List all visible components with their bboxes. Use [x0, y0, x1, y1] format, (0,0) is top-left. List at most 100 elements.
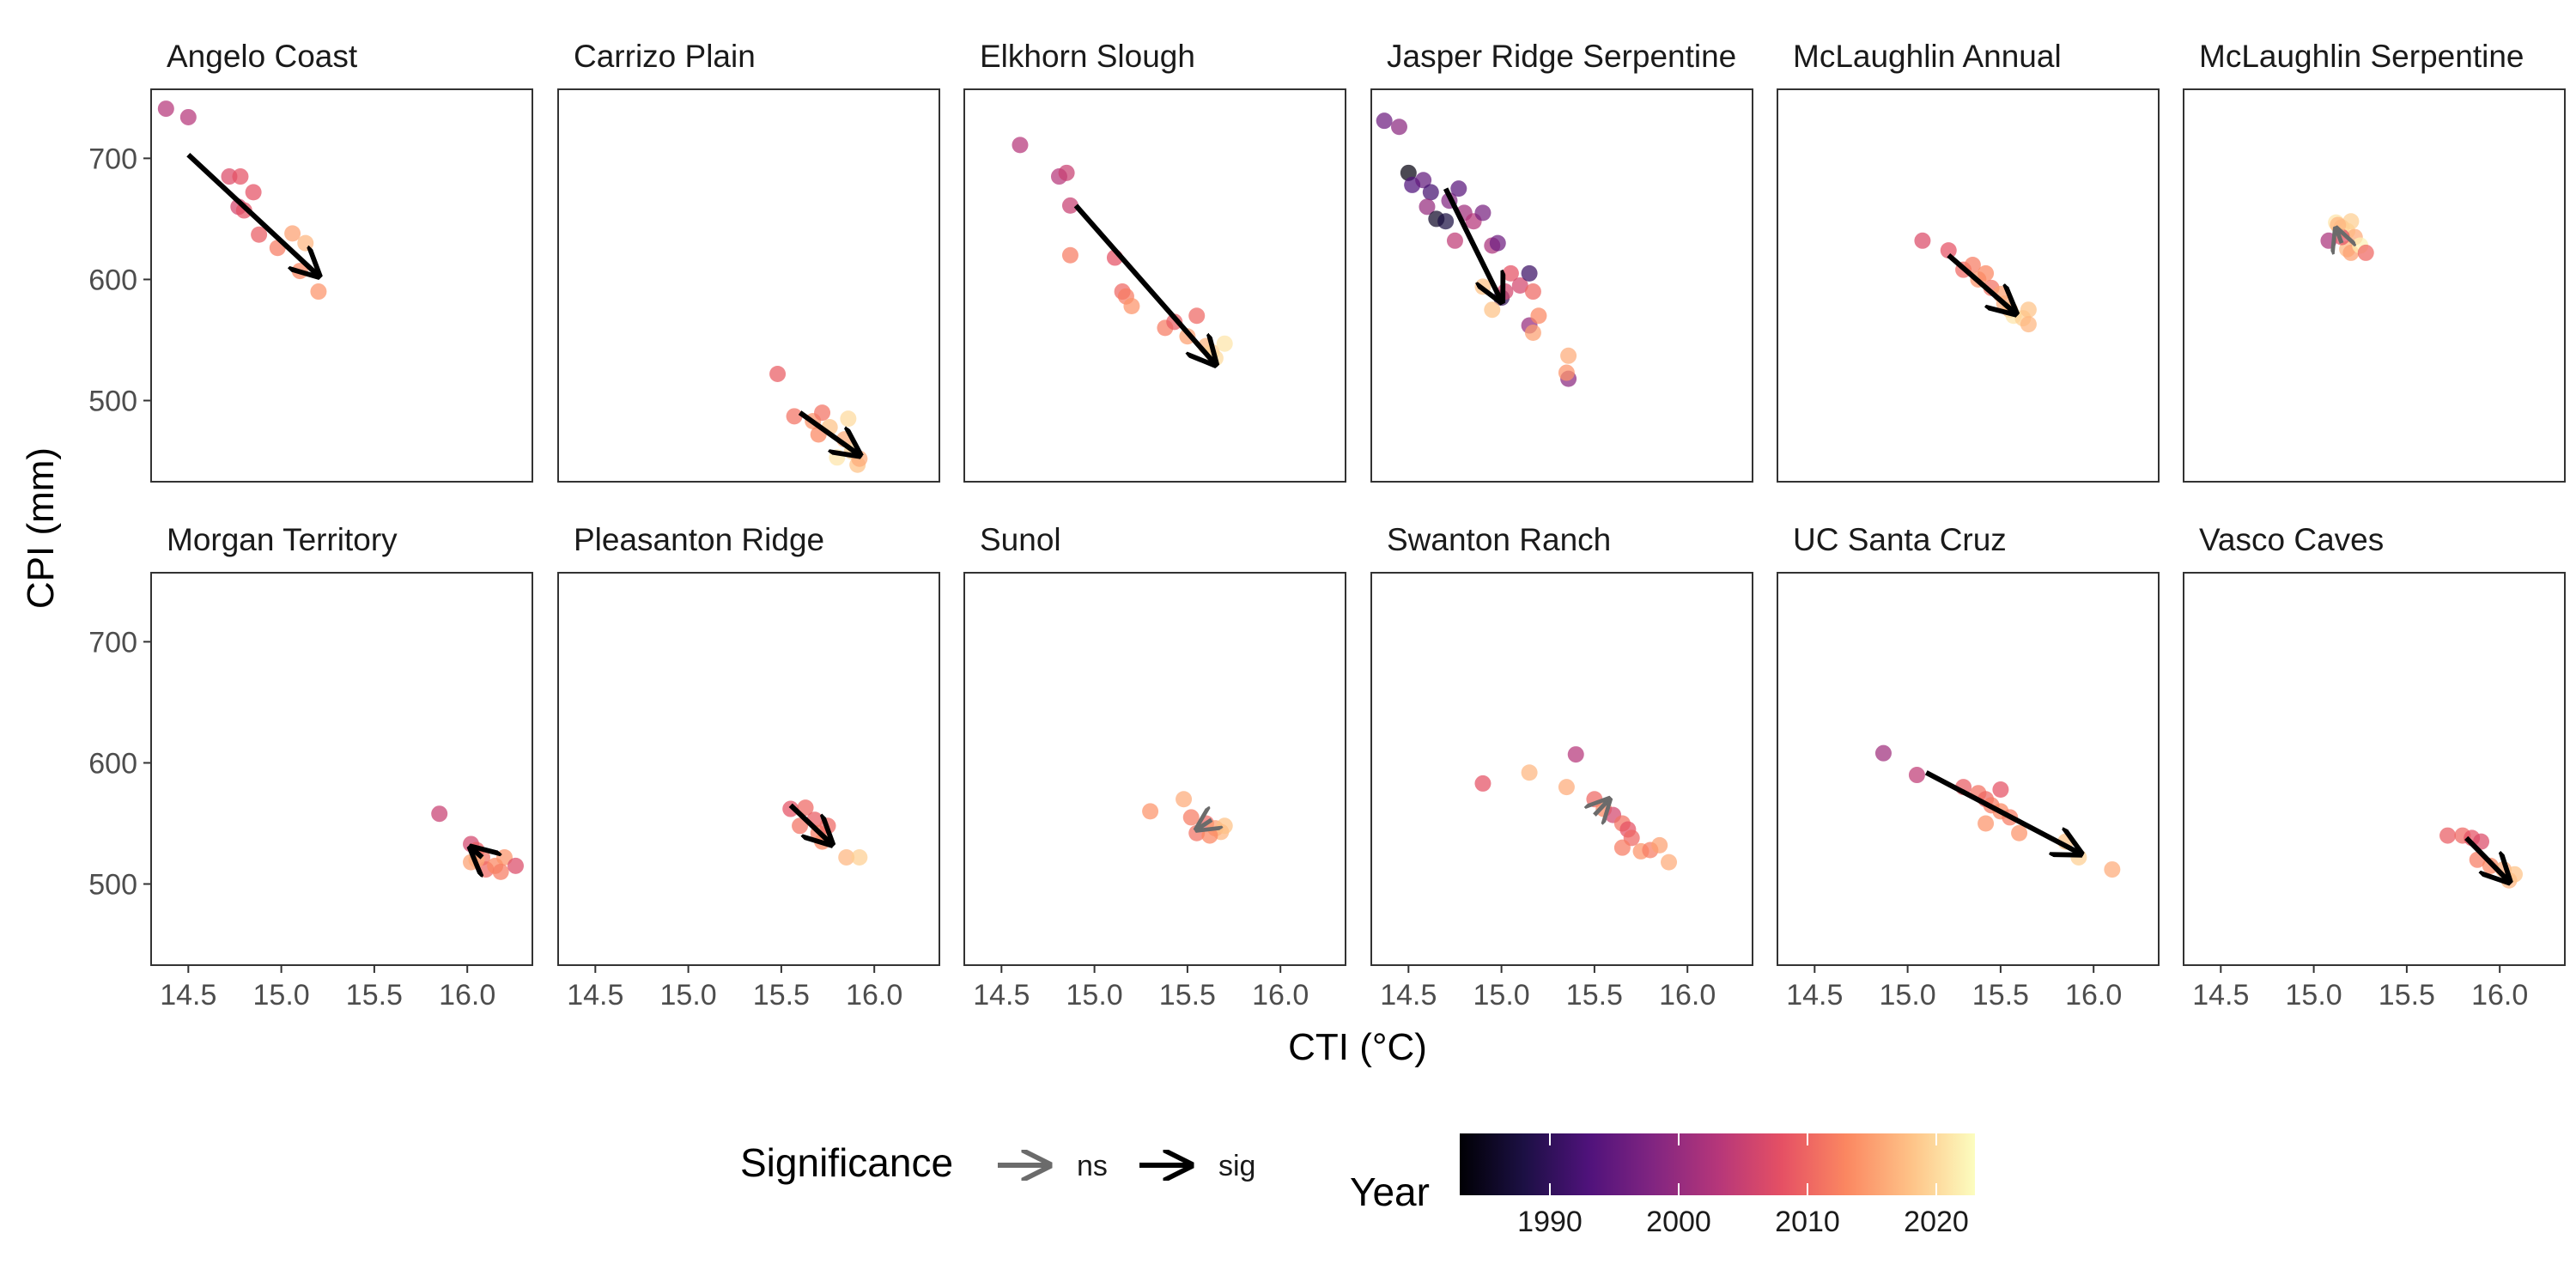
- data-point: [1142, 803, 1159, 820]
- facet-points: [769, 365, 868, 473]
- significance-legend-title: Significance: [740, 1140, 953, 1185]
- legend-label-ns: ns: [1077, 1150, 1108, 1182]
- data-point: [1216, 817, 1233, 835]
- facet-angelo-coast: Angelo Coast 500 600 700: [88, 39, 533, 483]
- data-point: [1661, 854, 1678, 871]
- x-tick-label: 15.5: [1566, 979, 1623, 1012]
- data-point: [2104, 861, 2121, 878]
- data-point: [2439, 827, 2457, 844]
- data-point: [782, 800, 799, 817]
- colorbar-gradient: [1460, 1133, 1975, 1195]
- trend-arrow-sig: [186, 152, 319, 276]
- data-point: [310, 283, 327, 301]
- data-point: [1012, 137, 1029, 154]
- data-point: [1978, 815, 1995, 832]
- data-point: [1474, 775, 1492, 792]
- year-colorbar: Year 1990 2000 2010 2020: [1350, 1133, 1975, 1238]
- facet-morgan-territory: Morgan Territory 500 600 700 14.5 15.0 15.5 16.…: [88, 522, 533, 1012]
- facet-points: [1474, 746, 1678, 871]
- data-point: [492, 863, 509, 880]
- panel-border: [1777, 572, 2160, 966]
- x-tick-label: 16.0: [2065, 979, 2122, 1012]
- facet-points: [1376, 112, 1577, 387]
- colorbar-tick-label: 2020: [1904, 1206, 1969, 1238]
- facet-title: UC Santa Cruz: [1793, 522, 2007, 557]
- facet-jasper-ridge-serpentine: Jasper Ridge Serpentine: [1370, 39, 1753, 483]
- facet-title: McLaughlin Annual: [1793, 39, 2062, 74]
- panel-border: [2183, 88, 2566, 483]
- data-point: [2011, 824, 2028, 841]
- data-point: [769, 365, 787, 382]
- y-tick-label: 700: [88, 143, 137, 175]
- trend-arrow-sig: [1947, 252, 2015, 313]
- y-tick-label: 600: [88, 264, 137, 296]
- data-point: [1216, 335, 1233, 352]
- facet-points: [1012, 137, 1233, 367]
- trend-arrow-sig: [471, 848, 483, 857]
- colorbar-title: Year: [1350, 1170, 1430, 1214]
- facet-title: Vasco Caves: [2199, 522, 2384, 557]
- data-point: [829, 449, 846, 466]
- trend-arrow-ns: [1595, 799, 1609, 815]
- data-point: [1123, 297, 1140, 314]
- panel-border: [2183, 572, 2566, 966]
- data-point: [1390, 118, 1407, 136]
- facet-title: Elkhorn Slough: [980, 39, 1195, 74]
- x-tick-label: 16.0: [1659, 979, 1716, 1012]
- data-point: [179, 108, 197, 125]
- data-point: [1188, 307, 1206, 325]
- x-tick-label: 15.0: [660, 979, 717, 1012]
- panel-border: [150, 572, 533, 966]
- x-tick-label: 15.0: [1066, 979, 1123, 1012]
- data-point: [232, 168, 249, 185]
- panel-border: [1777, 88, 2160, 483]
- facet-points: [1914, 232, 2037, 333]
- facet-uc-santa-cruz: UC Santa Cruz 14.5 15.0 15.5 16.0: [1777, 522, 2160, 1012]
- data-point: [1061, 246, 1078, 264]
- x-tick-label: 14.5: [567, 979, 623, 1012]
- data-point: [1437, 213, 1455, 230]
- data-point: [1560, 347, 1577, 364]
- data-point: [1992, 781, 2009, 798]
- data-point: [1651, 836, 1668, 854]
- data-point: [1419, 198, 1436, 216]
- x-tick-label: 15.5: [2379, 979, 2435, 1012]
- data-point: [284, 225, 301, 242]
- data-point: [1908, 767, 1925, 784]
- trend-arrow-ns: [2336, 228, 2342, 243]
- data-point: [1567, 746, 1584, 763]
- data-point: [1502, 264, 1519, 282]
- x-axis-title: CTI (°C): [1288, 1026, 1427, 1068]
- facet-title: Swanton Ranch: [1387, 522, 1611, 557]
- trend-arrow-sig: [788, 803, 832, 844]
- x-tick-label: 16.0: [2471, 979, 2528, 1012]
- data-point: [2357, 244, 2374, 261]
- data-point: [1940, 242, 1957, 259]
- facet-sunol: Sunol 14.5 15.0 15.5 16.0: [963, 522, 1346, 1012]
- data-point: [1613, 839, 1631, 856]
- x-tick-label: 16.0: [439, 979, 495, 1012]
- data-point: [1446, 232, 1463, 249]
- x-tick-label: 14.5: [973, 979, 1030, 1012]
- y-axis-title: CPI (mm): [20, 447, 62, 609]
- x-tick-label: 15.5: [1972, 979, 2029, 1012]
- data-point: [840, 410, 857, 428]
- data-point: [1524, 283, 1541, 301]
- data-point: [507, 857, 525, 874]
- legend-label-sig: sig: [1218, 1150, 1255, 1182]
- trend-arrow-sig: [798, 410, 860, 455]
- colorbar-tick-label: 2010: [1775, 1206, 1840, 1238]
- trend-arrow-ns: [1197, 820, 1212, 829]
- data-point: [1489, 234, 1506, 252]
- panel-border: [963, 572, 1346, 966]
- data-point: [1978, 264, 1995, 282]
- data-point: [1422, 184, 1439, 201]
- data-point: [251, 226, 268, 243]
- x-tick-label: 16.0: [846, 979, 902, 1012]
- facet-elkhorn-slough: Elkhorn Slough: [963, 39, 1346, 483]
- data-point: [1474, 204, 1492, 222]
- x-tick-label: 15.5: [1159, 979, 1216, 1012]
- x-tick-label: 15.5: [346, 979, 403, 1012]
- data-point: [245, 184, 262, 201]
